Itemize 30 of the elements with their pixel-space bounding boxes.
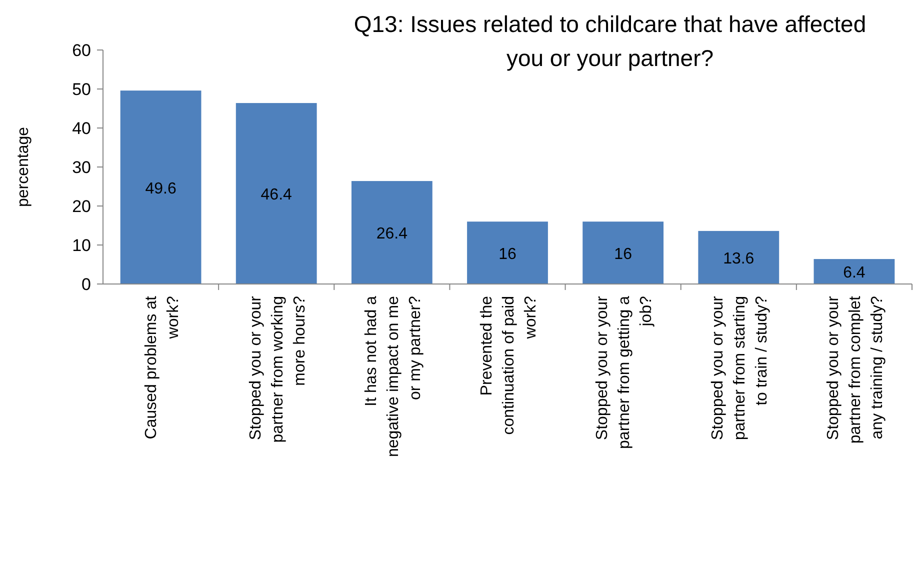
data-label: 16: [498, 246, 516, 263]
y-tick-label: 40: [72, 119, 91, 138]
bar: [582, 222, 664, 284]
y-tick-label: 10: [72, 236, 91, 255]
bar: [120, 90, 202, 284]
data-label: 26.4: [376, 226, 408, 243]
bar: [236, 103, 317, 284]
bar: [698, 230, 780, 284]
bar: [814, 259, 895, 284]
x-tick-label: Caused problems at work?: [142, 295, 182, 440]
bar: [351, 181, 432, 284]
data-label: 13.6: [723, 250, 754, 268]
data-label: 6.4: [843, 264, 866, 282]
data-label: 49.6: [145, 180, 176, 198]
chart-title: Q13: Issues related to childcare that have affected you or your partner?: [354, 11, 866, 71]
bar: [467, 222, 548, 284]
y-tick-label: 60: [72, 41, 91, 60]
x-tick-label: Stopped you or your partner from complet any training / study?: [825, 295, 886, 444]
y-tick-label: 0: [82, 275, 91, 294]
x-tick-label: Stopped you or your partner from starting to train / study?: [710, 295, 771, 440]
y-tick-label: 50: [72, 80, 91, 99]
x-tick-label: It has not had a negative impact on me or my partner?: [362, 296, 424, 457]
x-tick-label: Stopped you or your partner from getting a job?: [594, 295, 656, 449]
y-tick-label: 30: [72, 158, 91, 177]
x-tick-label: Prevented the continuation of paid work?: [478, 296, 540, 435]
x-tick-label: Stopped you or your partner from working more hours?: [247, 295, 308, 443]
y-tick-label: 20: [72, 197, 91, 216]
data-label: 46.4: [260, 186, 292, 204]
data-label: 16: [614, 246, 632, 263]
y-axis-title: percentage: [15, 126, 32, 208]
